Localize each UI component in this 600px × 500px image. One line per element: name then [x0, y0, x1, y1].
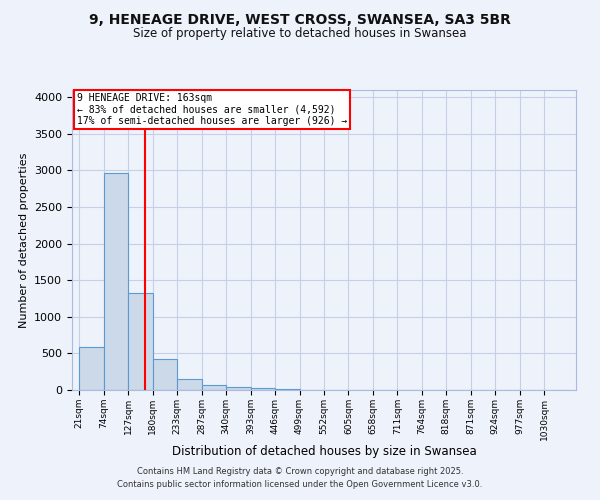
Bar: [177, 378, 202, 390]
Bar: [128, 292, 153, 390]
Bar: [79, 347, 104, 390]
Bar: [153, 360, 177, 390]
Bar: [104, 174, 128, 390]
Text: 9 HENEAGE DRIVE: 163sqm
← 83% of detached houses are smaller (4,592)
17% of semi: 9 HENEAGE DRIVE: 163sqm ← 83% of detache…: [77, 93, 347, 126]
Bar: [251, 388, 275, 390]
Text: Size of property relative to detached houses in Swansea: Size of property relative to detached ho…: [133, 28, 467, 40]
Text: Contains public sector information licensed under the Open Government Licence v3: Contains public sector information licen…: [118, 480, 482, 489]
Y-axis label: Number of detached properties: Number of detached properties: [19, 152, 29, 328]
X-axis label: Distribution of detached houses by size in Swansea: Distribution of detached houses by size …: [172, 446, 476, 458]
Bar: [202, 384, 226, 390]
Text: 9, HENEAGE DRIVE, WEST CROSS, SWANSEA, SA3 5BR: 9, HENEAGE DRIVE, WEST CROSS, SWANSEA, S…: [89, 12, 511, 26]
Text: Contains HM Land Registry data © Crown copyright and database right 2025.: Contains HM Land Registry data © Crown c…: [137, 467, 463, 476]
Bar: [226, 386, 251, 390]
